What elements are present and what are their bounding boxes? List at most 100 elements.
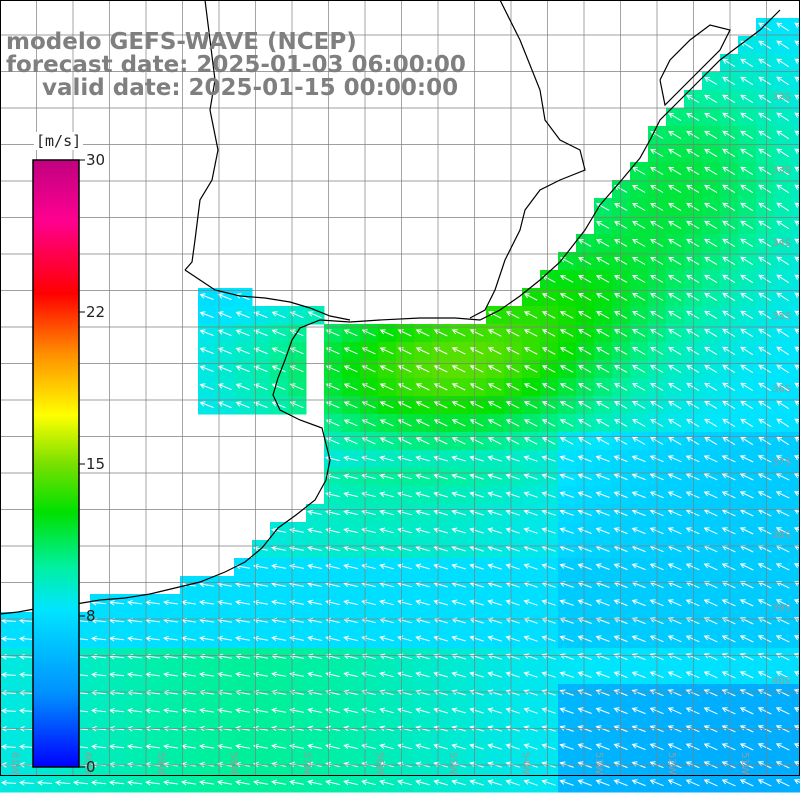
wind-arrow [271,563,286,570]
wind-arrow [541,329,556,337]
wind-arrow [559,347,574,355]
wind-arrow [758,436,772,446]
wind-arrow [505,401,520,409]
wind-arrow [613,509,628,517]
coastline-path [0,9,781,615]
wind-arrow [433,707,448,714]
wind-arrow [794,76,800,82]
wind-arrow [722,310,736,320]
wind-arrow [686,148,700,158]
wind-speed-cell [792,504,800,523]
wind-arrow [18,707,35,714]
colorbar-unit-label: [m/s] [34,132,84,150]
wind-arrow [703,455,718,463]
wind-arrow [577,635,592,642]
wind-arrow [739,779,754,787]
wind-arrow [541,383,556,391]
wind-arrow [686,418,700,428]
wind-arrow [740,202,754,212]
wind-arrow [595,257,610,265]
wind-arrow [163,743,178,750]
wind-arrow [776,220,790,230]
wind-arrow [739,527,754,535]
wind-arrow [704,148,718,158]
wind-arrow [253,383,268,391]
wind-arrow [793,779,800,785]
wind-arrow [217,401,232,409]
wind-arrow [667,671,682,679]
wind-arrow [90,653,107,660]
wind-arrow [793,635,800,641]
wind-arrow [740,76,754,86]
wind-arrow [379,383,394,391]
wind-arrow [776,76,790,86]
wind-arrow [343,743,358,750]
wind-arrow [307,725,322,732]
wind-arrow [559,401,574,409]
wind-arrow [0,744,17,750]
wind-arrow [722,364,736,374]
wind-arrow [271,779,286,786]
wind-arrow [469,635,484,642]
wind-arrow [577,527,592,534]
wind-arrow [469,527,484,534]
wind-arrow [289,617,304,624]
wind-arrow [776,184,790,194]
wind-arrow [469,743,484,750]
wind-arrow [271,311,286,319]
wind-arrow [685,653,700,661]
wind-arrow [794,148,800,154]
wind-arrow [667,653,682,661]
wind-arrow [757,707,772,715]
longitude-label: 54W [520,752,531,775]
wind-arrow [451,779,466,786]
wind-arrow [163,671,178,678]
wind-arrow [217,311,232,319]
wind-arrow [703,473,718,481]
wind-arrow [541,671,556,678]
wind-arrow [739,599,754,607]
wind-arrow [289,743,304,750]
wind-arrow [541,491,556,498]
wind-arrow [487,743,502,750]
wind-arrow [632,292,646,301]
wind-speed-cell [792,738,800,757]
wind-arrow [631,527,646,535]
coastline [0,0,781,615]
wind-arrow [740,148,754,158]
wind-arrow [776,202,790,212]
wind-arrow [757,599,772,607]
wind-arrow [487,527,502,534]
wind-arrow [487,437,502,445]
wind-arrow [163,635,178,642]
wind-arrow [379,635,394,642]
wind-arrow [793,455,800,461]
wind-arrow [289,383,304,391]
wind-arrow [415,491,430,498]
wind-arrow [794,130,800,136]
wind-arrow [794,112,800,118]
wind-arrow [199,293,214,300]
river-plate-upper-shore [184,269,351,321]
wind-arrow [307,617,322,624]
wind-arrow [739,653,754,661]
latitude-label: 37S [772,457,791,468]
wind-arrow [541,743,556,750]
wind-arrow [343,527,358,534]
wind-arrow [775,599,790,607]
wind-arrow [595,221,610,229]
wind-arrow [577,365,592,373]
wind-arrow [685,689,700,697]
wind-arrow [613,599,628,607]
wind-arrow [163,599,178,606]
wind-arrow [631,779,646,787]
wind-arrow [794,328,800,334]
wind-arrow [343,365,358,373]
wind-arrow [433,527,448,534]
wind-arrow [559,509,574,516]
wind-arrow [668,184,682,194]
wind-arrow [685,743,700,751]
wind-arrow [163,779,178,786]
wind-arrow [505,491,520,498]
wind-arrow [289,707,304,714]
